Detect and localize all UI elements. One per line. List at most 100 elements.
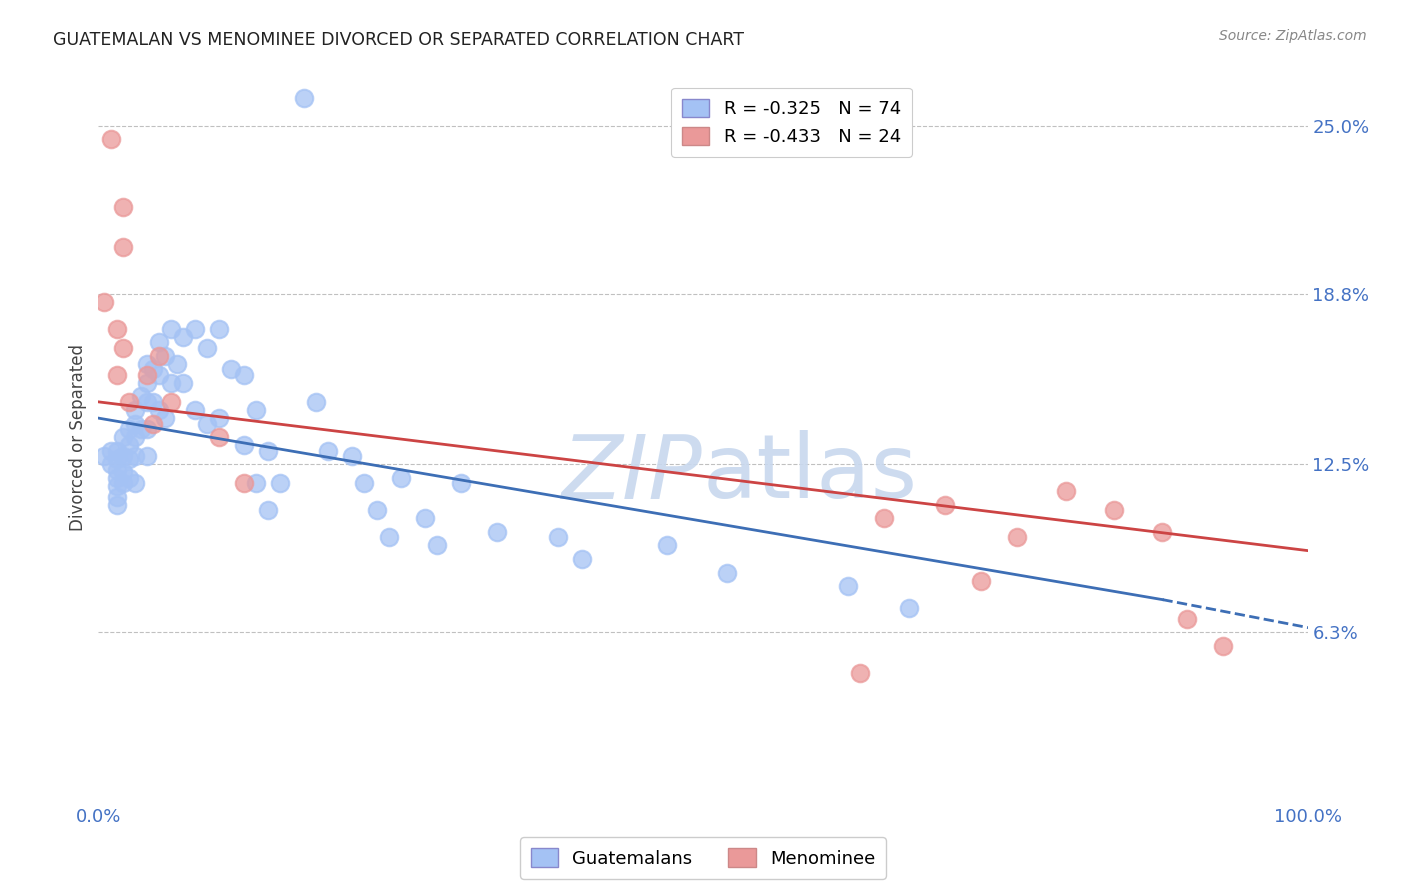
Point bbox=[221, 362, 243, 376]
Point bbox=[100, 457, 122, 471]
Point bbox=[153, 411, 176, 425]
Point bbox=[232, 438, 254, 452]
Point bbox=[118, 438, 141, 452]
Point bbox=[135, 357, 157, 371]
Point bbox=[172, 376, 194, 390]
Point bbox=[100, 132, 122, 146]
Point bbox=[195, 417, 218, 431]
Point bbox=[342, 449, 364, 463]
Point bbox=[377, 530, 399, 544]
Point bbox=[208, 322, 231, 336]
Point bbox=[1102, 503, 1125, 517]
Point bbox=[160, 322, 183, 336]
Point bbox=[160, 376, 183, 390]
Point bbox=[1007, 530, 1029, 544]
Point bbox=[837, 579, 859, 593]
Point bbox=[148, 335, 170, 350]
Point bbox=[849, 665, 872, 680]
Point bbox=[135, 376, 157, 390]
Point bbox=[353, 476, 375, 491]
Text: Source: ZipAtlas.com: Source: ZipAtlas.com bbox=[1219, 29, 1367, 43]
Point bbox=[208, 430, 231, 444]
Point bbox=[135, 368, 157, 382]
Point bbox=[105, 451, 128, 466]
Point bbox=[716, 566, 738, 580]
Point bbox=[129, 422, 152, 436]
Point bbox=[100, 443, 122, 458]
Point bbox=[105, 368, 128, 382]
Text: ZIP: ZIP bbox=[562, 431, 703, 516]
Text: GUATEMALAN VS MENOMINEE DIVORCED OR SEPARATED CORRELATION CHART: GUATEMALAN VS MENOMINEE DIVORCED OR SEPA… bbox=[53, 31, 744, 49]
Point bbox=[148, 349, 170, 363]
Point bbox=[256, 443, 278, 458]
Point bbox=[124, 449, 146, 463]
Point bbox=[118, 471, 141, 485]
Point bbox=[105, 443, 128, 458]
Point bbox=[105, 498, 128, 512]
Point bbox=[970, 574, 993, 588]
Point bbox=[571, 552, 593, 566]
Point bbox=[93, 449, 115, 463]
Point bbox=[934, 498, 956, 512]
Point bbox=[124, 476, 146, 491]
Legend: Guatemalans, Menominee: Guatemalans, Menominee bbox=[520, 838, 886, 879]
Point bbox=[1175, 611, 1198, 625]
Point bbox=[160, 395, 183, 409]
Point bbox=[450, 476, 472, 491]
Point bbox=[195, 341, 218, 355]
Point bbox=[111, 449, 134, 463]
Point bbox=[93, 294, 115, 309]
Point bbox=[124, 417, 146, 431]
Point bbox=[208, 411, 231, 425]
Point bbox=[166, 357, 188, 371]
Point bbox=[269, 476, 291, 491]
Point bbox=[118, 395, 141, 409]
Point bbox=[111, 476, 134, 491]
Point bbox=[897, 600, 920, 615]
Point bbox=[105, 471, 128, 485]
Point bbox=[305, 395, 328, 409]
Point bbox=[256, 503, 278, 517]
Point bbox=[135, 449, 157, 463]
Point bbox=[135, 395, 157, 409]
Point bbox=[184, 403, 207, 417]
Legend: R = -0.325   N = 74, R = -0.433   N = 24: R = -0.325 N = 74, R = -0.433 N = 24 bbox=[671, 87, 911, 157]
Point bbox=[142, 362, 165, 376]
Point bbox=[111, 341, 134, 355]
Point bbox=[153, 349, 176, 363]
Point bbox=[148, 403, 170, 417]
Point bbox=[184, 322, 207, 336]
Point bbox=[486, 524, 509, 539]
Point bbox=[1212, 639, 1234, 653]
Point bbox=[142, 417, 165, 431]
Point bbox=[148, 368, 170, 382]
Point bbox=[232, 476, 254, 491]
Point bbox=[1054, 484, 1077, 499]
Point bbox=[245, 476, 267, 491]
Point bbox=[129, 389, 152, 403]
Point bbox=[366, 503, 388, 517]
Point bbox=[111, 240, 134, 254]
Point bbox=[292, 91, 315, 105]
Point bbox=[316, 443, 339, 458]
Point bbox=[105, 479, 128, 493]
Point bbox=[124, 430, 146, 444]
Point bbox=[172, 330, 194, 344]
Point bbox=[111, 465, 134, 479]
Point bbox=[111, 200, 134, 214]
Point bbox=[389, 471, 412, 485]
Point bbox=[105, 322, 128, 336]
Point bbox=[135, 422, 157, 436]
Point bbox=[873, 511, 896, 525]
Point bbox=[547, 530, 569, 544]
Point bbox=[124, 403, 146, 417]
Point bbox=[413, 511, 436, 525]
Point bbox=[118, 451, 141, 466]
Point bbox=[245, 403, 267, 417]
Point bbox=[142, 395, 165, 409]
Point bbox=[426, 538, 449, 552]
Point bbox=[1152, 524, 1174, 539]
Point bbox=[232, 368, 254, 382]
Point bbox=[118, 422, 141, 436]
Y-axis label: Divorced or Separated: Divorced or Separated bbox=[69, 343, 87, 531]
